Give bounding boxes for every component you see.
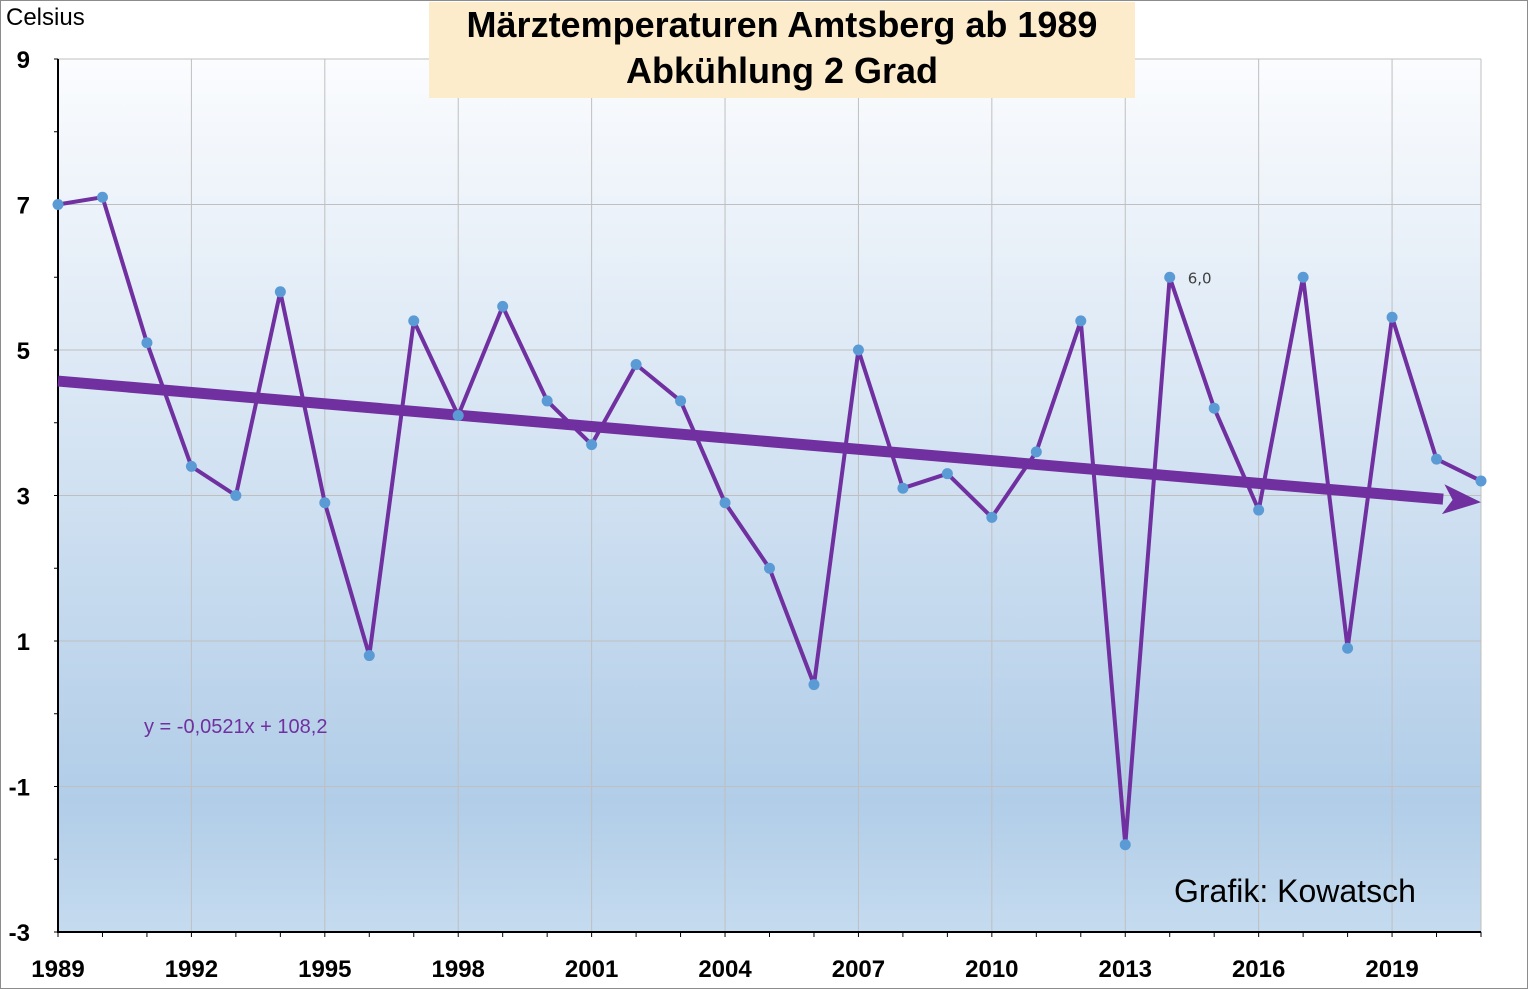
x-tick-label: 1998 bbox=[432, 956, 485, 983]
x-tick-label: 2010 bbox=[965, 956, 1018, 983]
x-tick-label: 2013 bbox=[1099, 956, 1152, 983]
data-point bbox=[1342, 642, 1354, 654]
data-point bbox=[141, 337, 153, 349]
y-tick-label: -1 bbox=[9, 775, 30, 802]
x-tick-label: 2004 bbox=[698, 956, 752, 983]
x-tick-label: 1989 bbox=[31, 956, 84, 983]
data-point bbox=[274, 286, 286, 298]
trend-arrow-shaft bbox=[57, 375, 1444, 505]
data-point bbox=[319, 497, 331, 509]
data-point bbox=[1431, 453, 1443, 465]
data-point bbox=[408, 315, 420, 327]
x-tick-label: 2016 bbox=[1232, 956, 1285, 983]
y-tick-label: 1 bbox=[17, 629, 30, 656]
chart-title-line-2: Abkühlung 2 Grad bbox=[625, 50, 938, 91]
data-point bbox=[452, 409, 464, 421]
data-point bbox=[1386, 311, 1398, 323]
data-point bbox=[675, 395, 687, 407]
data-point bbox=[363, 650, 375, 662]
y-axis-label: Celsius bbox=[6, 4, 85, 31]
trend-arrow-head bbox=[1441, 484, 1481, 515]
y-tick-label: -3 bbox=[9, 920, 30, 947]
data-point bbox=[96, 191, 108, 203]
data-point bbox=[1208, 402, 1220, 414]
x-tick-label: 2001 bbox=[565, 956, 618, 983]
data-point bbox=[1475, 475, 1487, 487]
y-tick-label: 7 bbox=[17, 193, 30, 220]
x-tick-label: 1995 bbox=[298, 956, 351, 983]
series bbox=[52, 191, 1487, 851]
data-point bbox=[808, 679, 820, 691]
data-point bbox=[852, 344, 864, 356]
data-label: 6,0 bbox=[1188, 269, 1212, 287]
data-point bbox=[541, 395, 553, 407]
credit-annotation: Grafik: Kowatsch bbox=[1174, 873, 1416, 909]
data-point bbox=[897, 482, 909, 494]
gridlines bbox=[58, 58, 1482, 932]
data-point bbox=[1119, 839, 1131, 851]
data-point bbox=[1253, 504, 1265, 516]
data-point bbox=[497, 300, 509, 312]
data-point bbox=[941, 468, 953, 480]
data-point bbox=[1164, 271, 1176, 283]
data-point bbox=[764, 562, 775, 574]
data-point bbox=[230, 490, 242, 501]
chart-title: Märztemperaturen Amtsberg ab 1989 Abkühl… bbox=[429, 2, 1135, 98]
data-point bbox=[630, 359, 642, 371]
data-point bbox=[1030, 446, 1042, 458]
data-point bbox=[52, 199, 64, 210]
x-tick-label: 2019 bbox=[1365, 956, 1418, 983]
x-tick-label: 2007 bbox=[832, 956, 885, 983]
trendline bbox=[57, 375, 1481, 515]
data-point bbox=[719, 497, 731, 509]
y-tick-label: 3 bbox=[17, 484, 30, 511]
y-tick-label: 5 bbox=[17, 338, 30, 365]
trendline-equation: y = -0,0521x + 108,2 bbox=[144, 716, 328, 738]
data-point bbox=[185, 460, 197, 472]
data-point bbox=[586, 439, 598, 451]
data-point bbox=[986, 511, 998, 523]
x-tick-label: 1992 bbox=[165, 956, 218, 983]
chart-title-line-1: Märztemperaturen Amtsberg ab 1989 bbox=[466, 4, 1098, 45]
data-point bbox=[1297, 271, 1309, 283]
y-tick-label: 9 bbox=[17, 47, 30, 74]
data-point bbox=[1075, 315, 1087, 327]
